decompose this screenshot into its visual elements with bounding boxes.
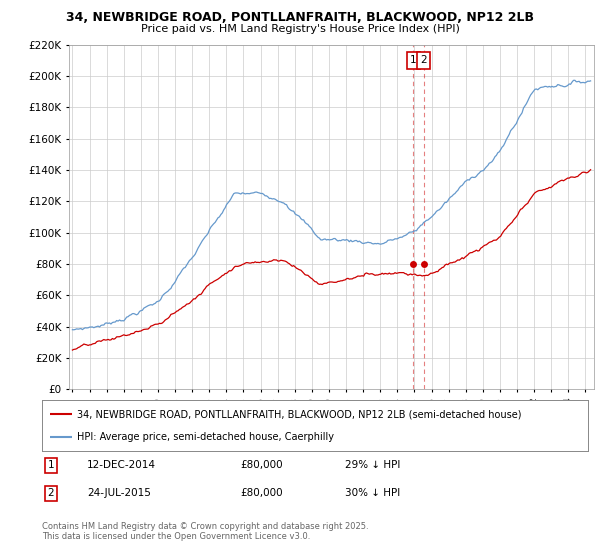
Text: Price paid vs. HM Land Registry's House Price Index (HPI): Price paid vs. HM Land Registry's House … xyxy=(140,24,460,34)
Text: Contains HM Land Registry data © Crown copyright and database right 2025.
This d: Contains HM Land Registry data © Crown c… xyxy=(42,522,368,542)
Text: 1: 1 xyxy=(410,55,416,66)
Text: 12-DEC-2014: 12-DEC-2014 xyxy=(87,460,156,470)
Text: 30% ↓ HPI: 30% ↓ HPI xyxy=(345,488,400,498)
Text: HPI: Average price, semi-detached house, Caerphilly: HPI: Average price, semi-detached house,… xyxy=(77,432,334,442)
Text: £80,000: £80,000 xyxy=(240,488,283,498)
Text: 2: 2 xyxy=(47,488,55,498)
Text: £80,000: £80,000 xyxy=(240,460,283,470)
Text: 34, NEWBRIDGE ROAD, PONTLLANFRAITH, BLACKWOOD, NP12 2LB: 34, NEWBRIDGE ROAD, PONTLLANFRAITH, BLAC… xyxy=(66,11,534,24)
Text: 1: 1 xyxy=(47,460,55,470)
Text: 2: 2 xyxy=(421,55,427,66)
Text: 34, NEWBRIDGE ROAD, PONTLLANFRAITH, BLACKWOOD, NP12 2LB (semi-detached house): 34, NEWBRIDGE ROAD, PONTLLANFRAITH, BLAC… xyxy=(77,409,522,419)
Text: 29% ↓ HPI: 29% ↓ HPI xyxy=(345,460,400,470)
Text: 24-JUL-2015: 24-JUL-2015 xyxy=(87,488,151,498)
